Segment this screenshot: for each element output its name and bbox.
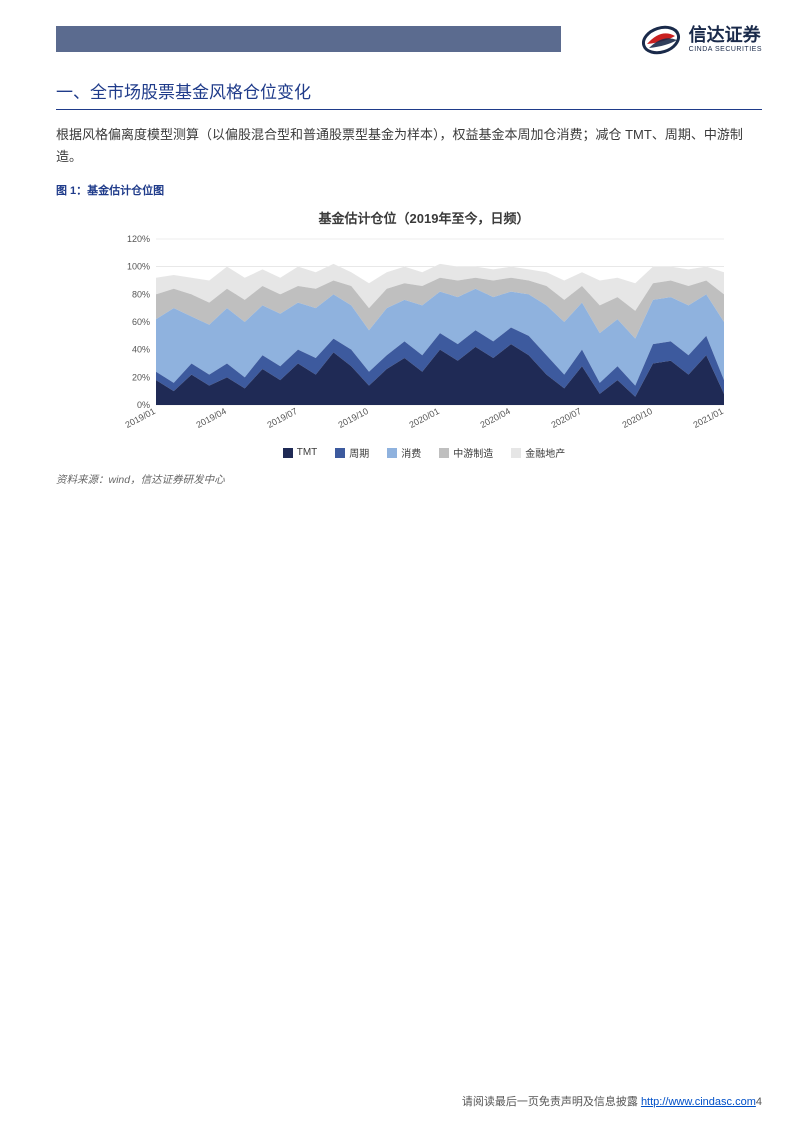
body-paragraph: 根据风格偏离度模型测算（以偏股混合型和普通股票型基金为样本），权益基金本周加仓消… [56, 124, 762, 168]
legend-item: 中游制造 [439, 445, 493, 460]
svg-text:2020/10: 2020/10 [621, 406, 654, 430]
stacked-area-chart: 0%20%40%60%80%100%120%2019/012019/042019… [96, 233, 752, 443]
legend-swatch [283, 448, 293, 458]
chart-source: 资料来源：wind，信达证券研发中心 [56, 472, 762, 487]
footer-prefix: 请阅读最后一页免责声明及信息披露 [462, 1096, 641, 1108]
legend-item: 消费 [387, 445, 421, 460]
svg-text:100%: 100% [127, 262, 150, 272]
svg-text:80%: 80% [132, 290, 150, 300]
svg-text:2019/07: 2019/07 [266, 406, 299, 430]
legend-label: 金融地产 [525, 445, 565, 460]
page-footer: 请阅读最后一页免责声明及信息披露 http://www.cindasc.com4 [462, 1093, 762, 1109]
svg-text:2020/04: 2020/04 [479, 406, 512, 430]
svg-text:2020/01: 2020/01 [408, 406, 441, 430]
svg-text:2020/07: 2020/07 [550, 406, 583, 430]
legend-label: 中游制造 [453, 445, 493, 460]
legend-item: TMT [283, 445, 318, 460]
legend-item: 金融地产 [511, 445, 565, 460]
svg-text:2021/01: 2021/01 [692, 406, 725, 430]
legend-label: TMT [297, 447, 318, 458]
legend-item: 周期 [335, 445, 369, 460]
header-bar [56, 26, 561, 52]
svg-text:40%: 40% [132, 345, 150, 355]
legend-swatch [511, 448, 521, 458]
legend-swatch [387, 448, 397, 458]
logo-text-cn: 信达证券 [689, 26, 762, 46]
chart-container: 基金估计仓位（2019年至今，日频） 0%20%40%60%80%100%120… [56, 204, 762, 464]
section-heading: 一、全市场股票基金风格仓位变化 [56, 78, 762, 110]
svg-text:2019/10: 2019/10 [337, 406, 370, 430]
logo-text-en: CINDA SECURITIES [689, 46, 762, 54]
svg-text:2019/04: 2019/04 [195, 406, 228, 430]
page-number: 4 [756, 1096, 762, 1108]
company-logo: 信达证券 CINDA SECURITIES [641, 20, 762, 60]
legend-label: 消费 [401, 445, 421, 460]
svg-text:60%: 60% [132, 317, 150, 327]
footer-link[interactable]: http://www.cindasc.com [641, 1096, 756, 1108]
chart-legend: TMT 周期 消费 中游制造 金融地产 [96, 445, 752, 460]
legend-swatch [335, 448, 345, 458]
chart-title: 基金估计仓位（2019年至今，日频） [96, 208, 752, 227]
svg-text:20%: 20% [132, 373, 150, 383]
logo-swirl-icon [641, 20, 681, 60]
svg-text:120%: 120% [127, 234, 150, 244]
figure-caption: 图 1：基金估计仓位图 [56, 182, 762, 198]
main-content: 一、全市场股票基金风格仓位变化 根据风格偏离度模型测算（以偏股混合型和普通股票型… [56, 78, 762, 487]
legend-label: 周期 [349, 445, 369, 460]
legend-swatch [439, 448, 449, 458]
